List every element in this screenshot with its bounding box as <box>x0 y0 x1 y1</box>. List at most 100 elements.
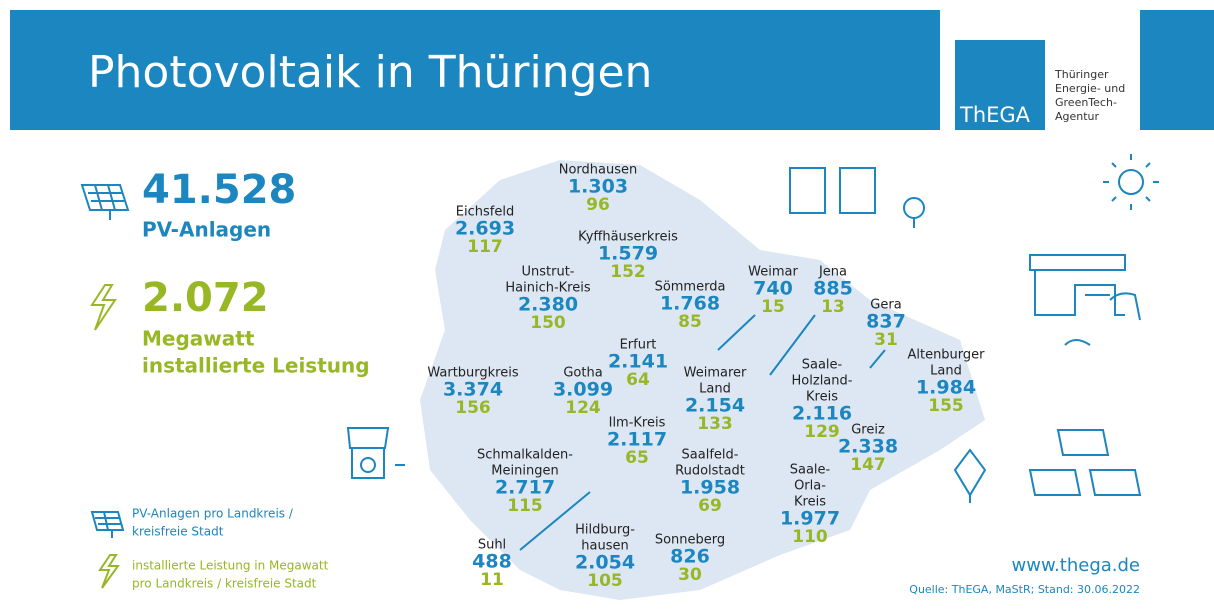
region-mw: 129 <box>804 422 840 442</box>
legend-text: PV-Anlagen pro Landkreis / <box>132 507 294 521</box>
region-mw: 31 <box>874 330 898 350</box>
region-name: Nordhausen <box>559 163 638 178</box>
region-name: Land <box>699 382 731 397</box>
region-name: Rudolstadt <box>675 464 745 479</box>
region-name: Sömmerda <box>655 280 726 295</box>
region-mw: 124 <box>565 398 601 418</box>
region-mw: 115 <box>507 496 543 516</box>
region-mw: 15 <box>761 297 785 317</box>
region-name: Saalfeld- <box>682 448 739 463</box>
region-name: Weimar <box>748 265 798 280</box>
region-mw: 85 <box>678 312 702 332</box>
legend-text: kreisfreie Stadt <box>132 525 224 539</box>
region-mw: 156 <box>455 398 491 418</box>
pv-total: 41.528 <box>142 167 296 213</box>
region-count: 1.984 <box>916 377 976 399</box>
region-mw: 64 <box>626 370 650 390</box>
region-name: Weimarer <box>684 366 747 381</box>
region-mw: 69 <box>698 496 722 516</box>
region-count: 1.977 <box>780 508 840 530</box>
region-name: Saale- <box>790 463 831 478</box>
region-mw: 117 <box>467 237 503 257</box>
region-name: Ilm-Kreis <box>609 416 666 431</box>
region-name: Hainich-Kreis <box>505 281 590 296</box>
region-name: Suhl <box>478 538 506 553</box>
region-count: 2.154 <box>685 395 745 417</box>
region-name: hausen <box>581 539 628 554</box>
region-name: Kreis <box>794 495 826 510</box>
decor-icons <box>346 154 1159 503</box>
mw-total: 2.072 <box>142 275 269 321</box>
region-name: Jena <box>818 265 847 280</box>
legend-text: pro Landkreis / kreisfreie Stadt <box>132 577 317 591</box>
logo-text: Energie- und <box>1055 82 1125 95</box>
region-count: 2.117 <box>607 429 667 451</box>
region-name: Gera <box>870 298 901 313</box>
logo-mark: ThEGA <box>959 103 1031 127</box>
region-mw: 147 <box>850 455 886 475</box>
region-mw: 65 <box>625 448 649 468</box>
region-mw: 96 <box>586 195 610 215</box>
region-mw: 30 <box>678 565 702 585</box>
logo-text: Agentur <box>1055 110 1100 123</box>
region-name: Eichsfeld <box>456 205 514 220</box>
region-name: Meiningen <box>491 464 558 479</box>
mw-label: Megawatt <box>142 327 255 351</box>
region-count: 2.717 <box>495 477 555 499</box>
region-count: 2.380 <box>518 294 578 316</box>
region-count: 2.141 <box>608 351 668 373</box>
region-count: 488 <box>472 551 512 573</box>
region-mw: 152 <box>610 262 646 282</box>
region-name: Kyffhäuserkreis <box>578 230 678 245</box>
footer-source: Quelle: ThEGA, MaStR; Stand: 30.06.2022 <box>909 583 1140 596</box>
region-mw: 110 <box>792 527 828 547</box>
region-name: Kreis <box>806 390 838 405</box>
region-name: Hildburg- <box>575 523 635 538</box>
region-count: 826 <box>670 546 710 568</box>
legend-text: installierte Leistung in Megawatt <box>132 559 329 573</box>
region-name: Erfurt <box>620 338 657 353</box>
region-count: 1.579 <box>598 243 658 265</box>
region-name: Greiz <box>851 423 885 438</box>
region-name: Holzland- <box>792 374 853 389</box>
region-name: Saale- <box>802 358 843 373</box>
pv-label: PV-Anlagen <box>142 218 271 242</box>
region-name: Wartburgkreis <box>427 366 518 381</box>
region-count: 2.693 <box>455 218 515 240</box>
region-mw: 150 <box>530 313 566 333</box>
bolt-icon <box>90 284 117 331</box>
mw-label: installierte Leistung <box>142 354 370 378</box>
region-count: 2.116 <box>792 403 852 425</box>
region-count: 740 <box>753 278 793 300</box>
logo-box <box>955 40 1045 130</box>
region-name: Land <box>930 364 962 379</box>
leader-lines <box>519 314 886 551</box>
region-name: Sonneberg <box>655 533 725 548</box>
title: Photovoltaik in Thüringen <box>88 47 652 98</box>
region-count: 837 <box>866 311 906 333</box>
region-count: 3.099 <box>553 379 613 401</box>
region-count: 2.054 <box>575 552 635 574</box>
region-name: Orla- <box>794 479 826 494</box>
region-mw: 11 <box>480 570 504 590</box>
region-count: 1.768 <box>660 293 720 315</box>
pv-icon <box>80 184 130 220</box>
region-mw: 155 <box>928 396 964 416</box>
region-mw: 133 <box>697 414 733 434</box>
header-bar <box>10 10 940 130</box>
legend-bolt-icon <box>98 554 120 589</box>
map-shape <box>420 160 985 600</box>
region-mw: 13 <box>821 297 845 317</box>
region-count: 1.303 <box>568 176 628 198</box>
region-name: Unstrut- <box>522 265 575 280</box>
header-bar-right <box>1140 10 1214 130</box>
region-name: Gotha <box>563 366 602 381</box>
region-count: 1.958 <box>680 477 740 499</box>
logo-text: GreenTech- <box>1055 96 1117 109</box>
region-count: 2.338 <box>838 436 898 458</box>
logo-text: Thüringer <box>1054 68 1109 81</box>
region-name: Schmalkalden- <box>477 448 573 463</box>
legend-pv-icon <box>90 511 125 538</box>
footer-url: www.thega.de <box>1012 555 1140 576</box>
